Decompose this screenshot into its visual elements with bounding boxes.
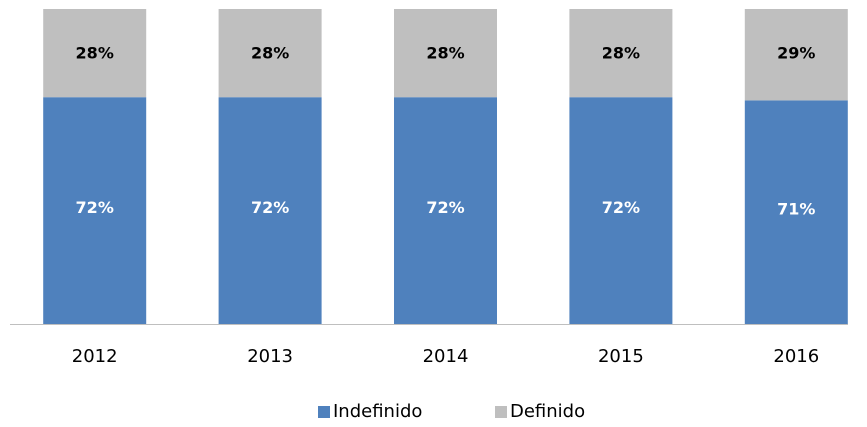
bar-segment [43, 97, 147, 324]
bar-segment [569, 97, 673, 324]
data-label: 72% [426, 198, 464, 217]
bar-segment [394, 97, 497, 324]
data-label: 28% [426, 44, 464, 63]
legend-label: Indefinido [333, 401, 422, 422]
bar-segment [569, 9, 673, 98]
bar-segment [218, 97, 322, 324]
bar-segment [744, 9, 848, 101]
x-tick-label: 2014 [423, 346, 469, 367]
data-label: 72% [76, 198, 114, 217]
data-label: 72% [251, 198, 289, 217]
bar-segment [744, 100, 848, 324]
data-label: 29% [777, 44, 815, 63]
legend-swatch [318, 406, 330, 418]
data-label: 28% [76, 44, 114, 63]
bar-segment [218, 9, 322, 98]
data-label: 71% [777, 200, 815, 219]
legend-label: Definido [510, 401, 585, 422]
bar-segment [394, 9, 497, 98]
bar-segment [43, 9, 147, 98]
legend-swatch [495, 406, 507, 418]
x-tick-label: 2015 [598, 346, 644, 367]
data-label: 28% [251, 44, 289, 63]
x-tick-label: 2012 [72, 346, 118, 367]
data-label: 72% [602, 198, 640, 217]
x-tick-label: 2016 [773, 346, 819, 367]
data-label: 28% [602, 44, 640, 63]
x-tick-label: 2013 [247, 346, 293, 367]
